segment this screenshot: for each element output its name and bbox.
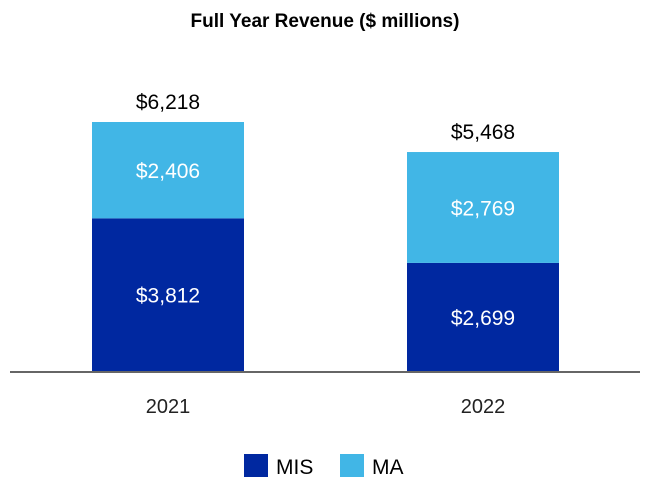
bar-mis-2021: [92, 218, 244, 371]
total-label-2022: $5,468: [451, 121, 515, 144]
legend-label-ma: MA: [372, 456, 404, 479]
legend-swatch-mis: [244, 454, 268, 477]
data-label-ma-2021: $2,406: [136, 160, 200, 183]
legend-label-mis: MIS: [276, 456, 313, 479]
total-label-2021: $6,218: [136, 91, 200, 114]
legend-swatch-ma: [340, 454, 364, 477]
bar-ma-2021: [92, 122, 244, 219]
x-tick-label-2022: 2022: [461, 396, 506, 418]
x-tick-label-2021: 2021: [146, 396, 191, 418]
data-label-ma-2022: $2,769: [451, 197, 515, 220]
bar-ma-2022: [407, 152, 559, 263]
data-label-mis-2021: $3,812: [136, 285, 200, 308]
bar-mis-2022: [407, 262, 559, 371]
chart-title: Full Year Revenue ($ millions): [191, 11, 460, 32]
data-label-mis-2022: $2,699: [451, 307, 515, 330]
